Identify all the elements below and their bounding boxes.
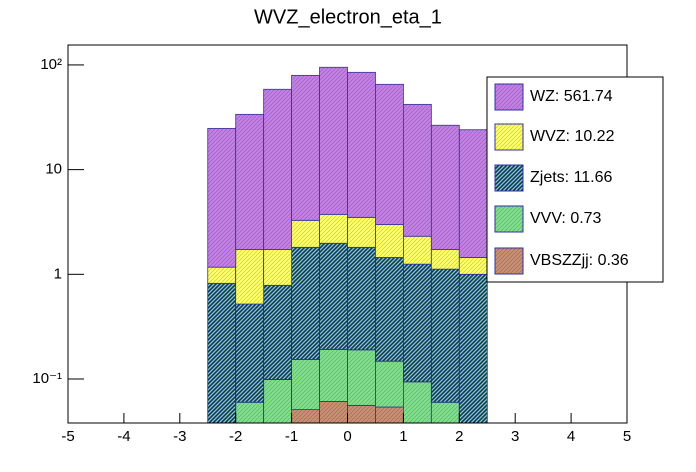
histogram-bar [402,381,432,423]
histogram-bar [207,266,237,284]
histogram-bar [430,124,460,250]
legend-label: WVZ: 10.22 [530,128,615,145]
y-tick-label: 10² [40,56,62,73]
x-tick-label: 1 [399,428,407,445]
legend-swatch [494,205,524,233]
histogram-bar [375,83,404,225]
histogram-bar [430,248,460,270]
histogram-bar [458,257,488,275]
legend-swatch [494,247,524,275]
histogram-bar [458,129,488,258]
legend-label: WZ: 561.74 [530,88,613,105]
legend-swatch [494,123,524,151]
legend-swatch [494,83,524,111]
histogram-bar [347,349,376,406]
histogram-bar [207,282,237,423]
x-tick-label: -1 [285,428,298,445]
histogram-bar [375,223,404,258]
legend-swatch [494,164,524,192]
histogram-bar [235,113,265,250]
legend-label: VVV: 0.73 [530,210,602,227]
x-tick-label: 5 [623,428,631,445]
plot-area [207,66,488,423]
histogram-bar [263,284,292,380]
histogram-bar [319,242,348,350]
y-tick-label: 10⁻¹ [32,370,62,387]
histogram-bar [430,268,460,403]
x-tick-label: -5 [61,428,74,445]
histogram-bar [291,358,320,411]
histogram-bar [347,71,376,218]
histogram-bar [319,213,348,244]
histogram-bar [319,66,348,215]
histogram-bar [347,246,376,351]
chart-title: WVZ_electron_eta_1 [254,6,442,28]
histogram-bar [263,379,292,423]
legend-label: Zjets: 11.66 [530,169,613,186]
histogram-bar [291,246,320,360]
y-tick-label: 1 [54,265,62,282]
histogram-bar [291,219,320,248]
histogram-bar [347,216,376,248]
histogram-bar [263,88,292,250]
histogram-bar [263,248,292,286]
histogram-bar [291,74,320,221]
histogram-bar [402,235,432,265]
histogram-bar [235,303,265,403]
x-tick-label: 3 [511,428,519,445]
histogram-bar [235,248,265,305]
x-tick-label: -4 [117,428,130,445]
x-tick-label: 2 [455,428,463,445]
histogram-bar [319,348,348,402]
x-tick-label: -3 [173,428,186,445]
histogram-bar [402,103,432,237]
histogram-bar [375,257,404,362]
x-tick-label: 0 [343,428,351,445]
y-tick-label: 10 [45,161,62,178]
x-tick-label: -2 [229,428,242,445]
x-tick-label: 4 [567,428,575,445]
histogram-bar [207,127,237,268]
histogram-bar [458,273,488,423]
histogram-bar [402,263,432,383]
histogram-bar [375,360,404,408]
legend-label: VBSZZjj: 0.36 [530,252,629,269]
